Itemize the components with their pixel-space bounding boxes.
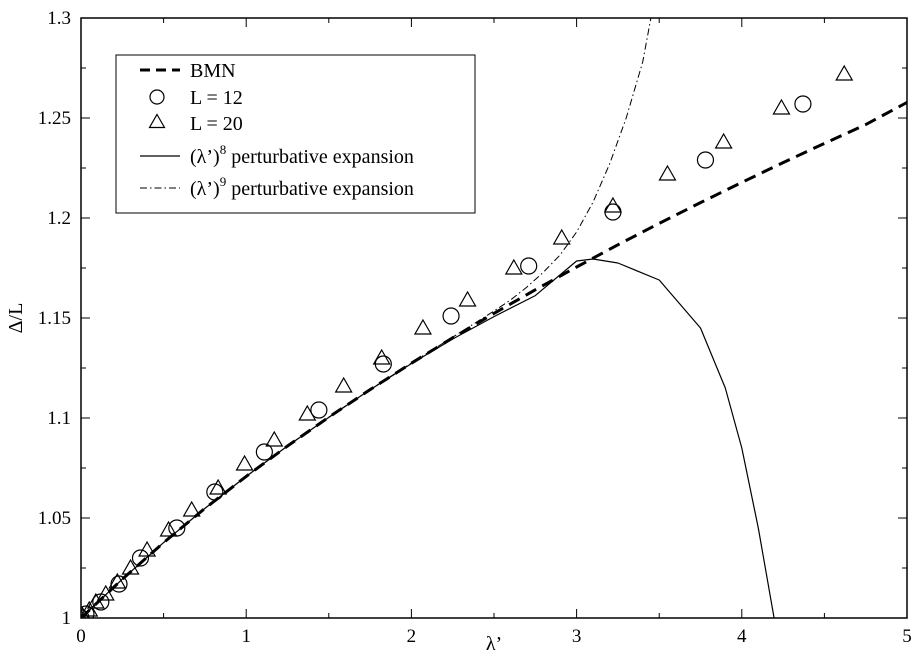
x-tick-label: 5 [902, 626, 912, 647]
l20-point [81, 608, 87, 618]
x-tick-label: 3 [572, 626, 582, 647]
l20-point [413, 318, 432, 335]
y-tick-label: 1.3 [47, 8, 71, 29]
l20-point [298, 404, 317, 421]
l20-point [81, 606, 90, 618]
l20-point [182, 500, 201, 517]
l20-point [108, 572, 127, 589]
legend: BMN L = 12 L = 20 (λ’)8 perturbative exp… [115, 54, 476, 214]
series-lines [81, 18, 907, 618]
l20-point [96, 584, 115, 601]
l20-point [714, 132, 733, 149]
legend-l20-label: L = 20 [190, 113, 243, 135]
l20-point [772, 98, 791, 115]
l20-point [658, 164, 677, 181]
l12-point [794, 95, 812, 113]
legend-pert9-label: (λ’)9 perturbative expansion [190, 174, 414, 200]
y-axis-label: Δ/L [5, 303, 27, 334]
legend-pert8-label: (λ’)8 perturbative expansion [190, 142, 414, 168]
l20-point [235, 454, 254, 471]
legend-l12-label: L = 12 [190, 87, 243, 109]
l20-point [86, 592, 105, 609]
series-line-4 [81, 18, 652, 618]
l20-point [504, 258, 523, 275]
x-axis-label: λ’ [486, 633, 502, 655]
l20-point [209, 478, 228, 495]
l12-point [206, 483, 224, 501]
series-line-3 [81, 258, 775, 618]
l20-point [334, 376, 353, 393]
l12-point [255, 443, 273, 461]
legend-l20-marker [148, 113, 166, 129]
l20-point [603, 196, 622, 213]
legend-box [115, 54, 476, 214]
y-tick-label: 1.2 [47, 208, 71, 229]
x-tick-label: 2 [407, 626, 417, 647]
l12-point [131, 549, 150, 567]
x-tick-label: 1 [241, 626, 251, 647]
series-markers [81, 64, 854, 618]
l20-point [81, 600, 99, 617]
l12-point [310, 401, 328, 419]
l20-point [372, 348, 391, 365]
l12-point [520, 257, 538, 275]
x-tick-label: 4 [737, 626, 747, 647]
l20-point [552, 228, 571, 245]
l12-point [81, 605, 95, 618]
y-tick-label: 1.05 [38, 508, 71, 529]
l20-point [835, 64, 854, 81]
legend-bmn-label: BMN [190, 60, 236, 82]
y-tick-label: 1 [62, 608, 72, 629]
legend-l12-marker [149, 89, 165, 105]
l12-point [442, 307, 460, 325]
l20-point [138, 540, 157, 557]
y-tick-label: 1.15 [38, 308, 71, 329]
l20-point [458, 290, 477, 307]
axis-ticks: 0 1 2 3 4 511.051.11.151.21.251.3 [38, 8, 912, 647]
l20-point [121, 558, 140, 575]
l12-point [696, 151, 715, 169]
l20-point [159, 520, 178, 537]
y-tick-label: 1.1 [47, 408, 71, 429]
x-tick-label: 0 [76, 626, 86, 647]
l20-point [265, 430, 284, 447]
y-tick-label: 1.25 [38, 108, 71, 129]
